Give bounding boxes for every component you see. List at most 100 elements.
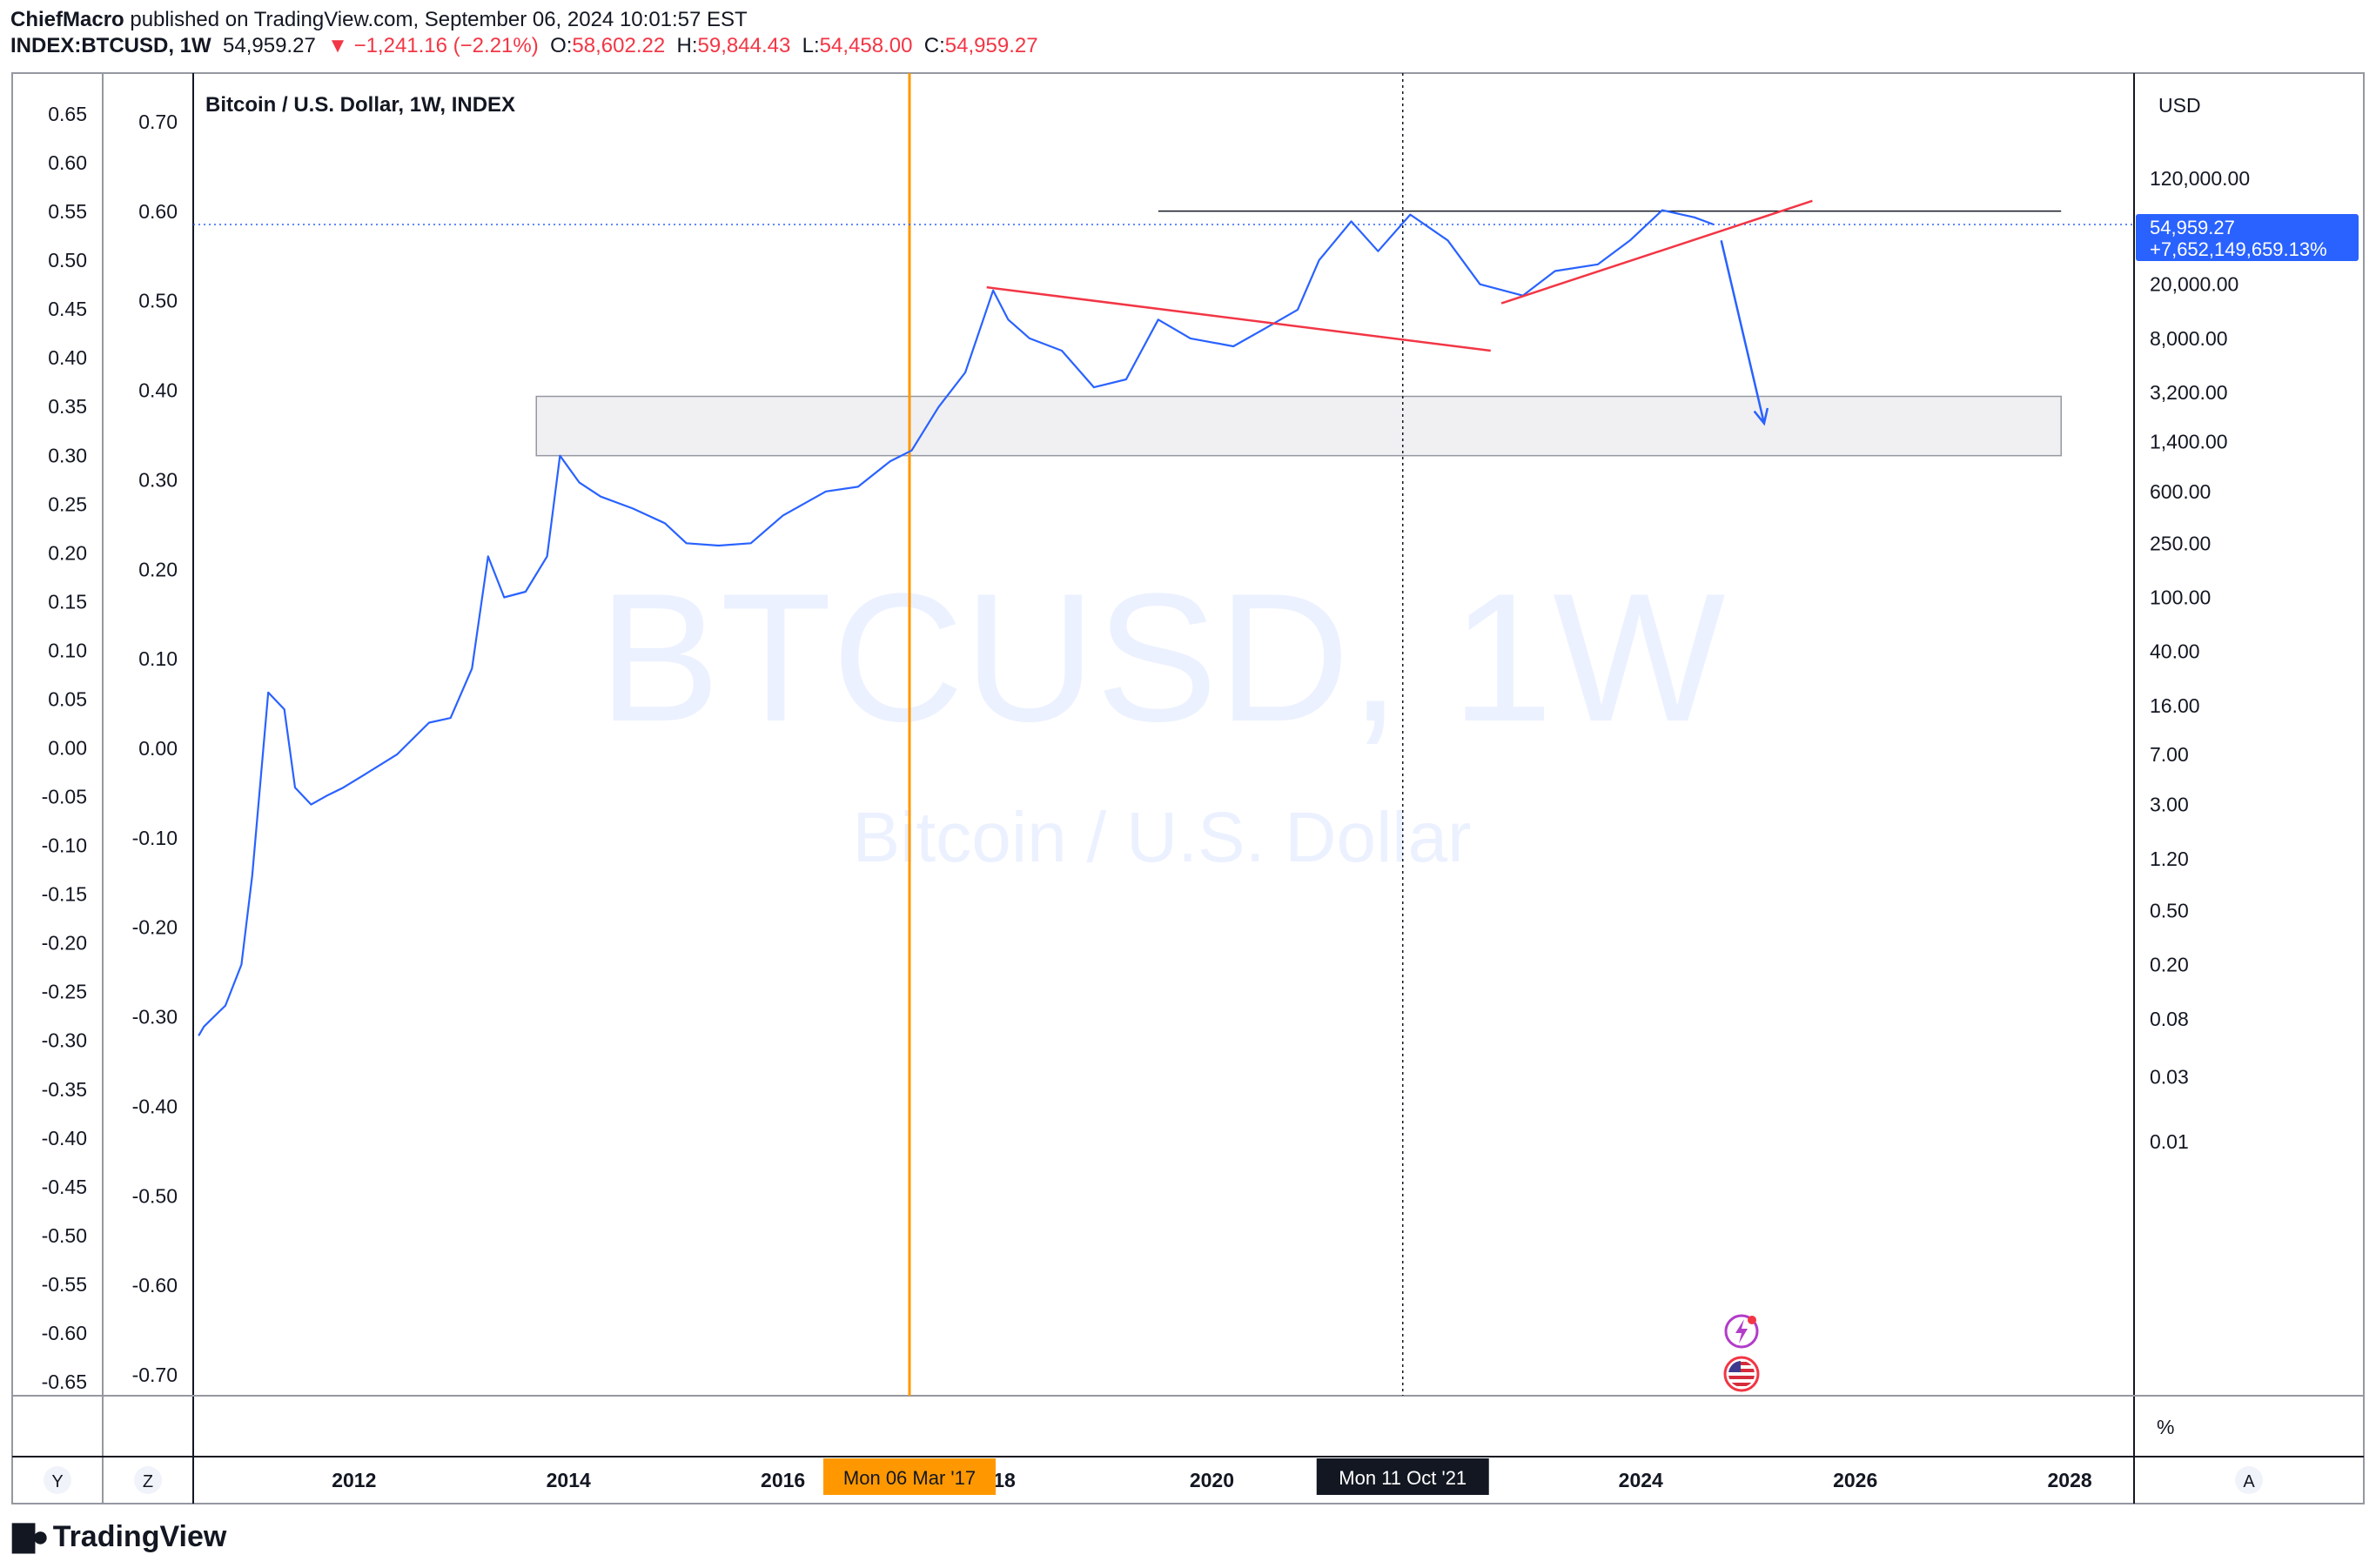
lightning-event-icon[interactable] bbox=[1724, 1314, 1759, 1349]
time-tick-label: 2020 bbox=[1190, 1469, 1234, 1491]
price-change: ▼ −1,241.16 (−2.21%) bbox=[327, 34, 539, 57]
price-series-line[interactable] bbox=[198, 209, 1715, 1036]
high-label: H: bbox=[676, 34, 698, 57]
left-tick-label: -0.25 bbox=[42, 981, 87, 1003]
left-tick-label: 0.45 bbox=[48, 298, 87, 320]
price-tick-label: 8,000.00 bbox=[2150, 327, 2228, 350]
price-axis[interactable]: 120,000.00 20,000.00 8,000.00 3,200.00 1,400… bbox=[2150, 167, 2250, 1153]
left-tick-label: -0.35 bbox=[42, 1078, 87, 1101]
price-tick-label: 120,000.00 bbox=[2150, 167, 2250, 190]
auto-scale-button[interactable]: A bbox=[2243, 1472, 2255, 1491]
left-tick-label: 0.05 bbox=[48, 687, 87, 710]
time-tick-label: 2012 bbox=[332, 1469, 376, 1491]
projection-arrow-head bbox=[1753, 407, 1769, 426]
left-tick-label: 0.30 bbox=[48, 444, 87, 466]
left-tick-label: -0.15 bbox=[42, 883, 87, 906]
left-axis-1[interactable]: 0.65 0.60 0.55 0.50 0.45 0.40 0.35 0.30 0.25 0.20… bbox=[42, 103, 87, 1393]
ohlc-line: INDEX:BTCUSD, 1W 54,959.27 ▼ −1,241.16 (… bbox=[10, 33, 1038, 59]
time-axis[interactable]: 2012 2014 2016 18 2020 2024 2026 2028 bbox=[332, 1469, 2092, 1491]
ascending-trendline[interactable] bbox=[1500, 199, 1813, 305]
left-tick-label: 0.30 bbox=[138, 468, 178, 491]
price-tick-label: 7.00 bbox=[2150, 743, 2189, 766]
watermark-symbol: BTCUSD, 1W bbox=[598, 555, 1725, 760]
left-axis-2[interactable]: 0.70 0.60 0.50 0.40 0.30 0.20 0.10 0.00 -0.10 -0.… bbox=[132, 111, 178, 1386]
left-tick-label: -0.40 bbox=[42, 1127, 87, 1149]
time-tick-label: 18 bbox=[993, 1469, 1016, 1491]
published-text: published on TradingView.com, September … bbox=[124, 8, 748, 31]
z-button[interactable]: Z bbox=[143, 1472, 153, 1491]
projection-arrow[interactable] bbox=[1720, 240, 1766, 424]
currency-label[interactable]: USD bbox=[2158, 94, 2201, 117]
price-tag-value: 54,959.27 bbox=[2150, 217, 2235, 238]
left-tick-label: 0.20 bbox=[138, 558, 178, 580]
support-zone[interactable] bbox=[535, 395, 2062, 457]
time-tick-label: 2016 bbox=[761, 1469, 805, 1491]
left-tick-label: 0.40 bbox=[138, 379, 178, 402]
price-tick-label: 0.03 bbox=[2150, 1065, 2189, 1088]
close-value: 54,959.27 bbox=[944, 34, 1038, 57]
left-tick-label: 0.60 bbox=[48, 151, 87, 174]
tradingview-logo[interactable]: ▇● TradingView bbox=[12, 1519, 226, 1554]
time-tick-label: 2014 bbox=[547, 1469, 591, 1491]
chart-header: ChiefMacro published on TradingView.com,… bbox=[10, 7, 1038, 59]
auto-scale-button-bg[interactable] bbox=[2235, 1466, 2263, 1494]
left-tick-label: 0.00 bbox=[48, 737, 87, 760]
close-label: C: bbox=[923, 34, 945, 57]
left-tick-label: -0.50 bbox=[42, 1224, 87, 1247]
left-tick-label: 0.00 bbox=[138, 737, 178, 760]
us-flag-icon[interactable] bbox=[1723, 1356, 1760, 1392]
left-tick-label: 0.60 bbox=[138, 200, 178, 223]
z-button-bg[interactable] bbox=[134, 1466, 162, 1494]
time-label-oct-2021: Mon 11 Oct '21 bbox=[1339, 1467, 1467, 1489]
left-tick-label: 0.65 bbox=[48, 103, 87, 125]
descending-trendline[interactable] bbox=[986, 285, 1491, 352]
y-button-bg[interactable] bbox=[44, 1466, 71, 1494]
left-tick-label: -0.20 bbox=[132, 916, 178, 939]
price-tick-label: 0.20 bbox=[2150, 954, 2189, 976]
low-value: 54,458.00 bbox=[819, 34, 913, 57]
price-tick-label: 0.01 bbox=[2150, 1130, 2189, 1153]
watermark-name: Bitcoin / U.S. Dollar bbox=[853, 798, 1472, 877]
left-tick-label: 0.40 bbox=[48, 346, 87, 369]
left-tick-label: -0.20 bbox=[42, 932, 87, 955]
left-tick-label: -0.40 bbox=[132, 1095, 178, 1117]
tradingview-logo-icon: ▇● bbox=[12, 1520, 50, 1553]
left-tick-label: 0.20 bbox=[48, 541, 87, 564]
price-tick-label: 1,400.00 bbox=[2150, 430, 2228, 452]
left-tick-label: 0.55 bbox=[48, 200, 87, 223]
price-tick-label: 0.50 bbox=[2150, 899, 2189, 921]
percent-label[interactable]: % bbox=[2157, 1416, 2174, 1438]
price-tick-label: 600.00 bbox=[2150, 480, 2211, 503]
open-value: 58,602.22 bbox=[572, 34, 666, 57]
y-button[interactable]: Y bbox=[51, 1472, 63, 1491]
left-tick-label: -0.60 bbox=[42, 1322, 87, 1344]
author-name[interactable]: ChiefMacro bbox=[10, 8, 124, 31]
price-tick-label: 16.00 bbox=[2150, 694, 2200, 717]
symbol-label: INDEX:BTCUSD, 1W bbox=[10, 34, 211, 57]
left-tick-label: -0.30 bbox=[132, 1006, 178, 1029]
time-label-mar-2017: Mon 06 Mar '17 bbox=[843, 1467, 976, 1489]
left-tick-label: -0.70 bbox=[132, 1364, 178, 1386]
high-value: 59,844.43 bbox=[697, 34, 791, 57]
price-tick-label: 1.20 bbox=[2150, 848, 2189, 870]
left-tick-label: -0.60 bbox=[132, 1274, 178, 1297]
last-price: 54,959.27 bbox=[223, 34, 316, 57]
price-tick-label: 3,200.00 bbox=[2150, 381, 2228, 404]
left-tick-label: -0.55 bbox=[42, 1273, 87, 1296]
time-tick-label: 2024 bbox=[1619, 1469, 1663, 1491]
left-tick-label: -0.05 bbox=[42, 786, 87, 808]
left-tick-label: 0.10 bbox=[48, 639, 87, 661]
left-tick-label: 0.25 bbox=[48, 493, 87, 515]
time-label-box-1 bbox=[823, 1458, 997, 1495]
left-tick-label: -0.65 bbox=[42, 1370, 87, 1393]
left-tick-label: 0.50 bbox=[138, 290, 178, 312]
price-tick-label: 20,000.00 bbox=[2150, 273, 2238, 296]
publish-line: ChiefMacro published on TradingView.com,… bbox=[10, 7, 1038, 33]
left-tick-label: -0.45 bbox=[42, 1176, 87, 1198]
left-tick-label: 0.15 bbox=[48, 590, 87, 613]
time-tick-label: 2026 bbox=[1833, 1469, 1877, 1491]
low-label: L: bbox=[802, 34, 820, 57]
left-tick-label: 0.35 bbox=[48, 395, 87, 418]
tradingview-logo-text: TradingView bbox=[52, 1519, 227, 1553]
